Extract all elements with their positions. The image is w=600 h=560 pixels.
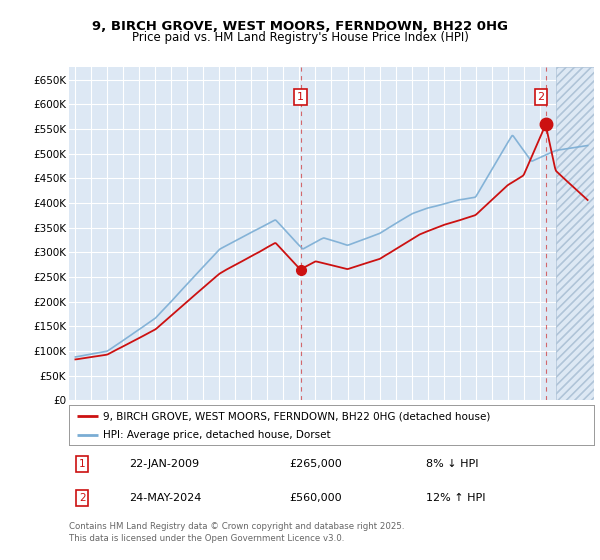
Text: Contains HM Land Registry data © Crown copyright and database right 2025.
This d: Contains HM Land Registry data © Crown c… — [69, 522, 404, 543]
Text: HPI: Average price, detached house, Dorset: HPI: Average price, detached house, Dors… — [103, 430, 331, 440]
Bar — [556, 67, 594, 400]
Text: 22-JAN-2009: 22-JAN-2009 — [130, 459, 199, 469]
Text: 2: 2 — [537, 92, 544, 102]
Text: 12% ↑ HPI: 12% ↑ HPI — [426, 493, 485, 503]
Text: £560,000: £560,000 — [290, 493, 342, 503]
Text: 1: 1 — [297, 92, 304, 102]
Text: 9, BIRCH GROVE, WEST MOORS, FERNDOWN, BH22 0HG: 9, BIRCH GROVE, WEST MOORS, FERNDOWN, BH… — [92, 20, 508, 32]
Text: 24-MAY-2024: 24-MAY-2024 — [130, 493, 202, 503]
Text: 9, BIRCH GROVE, WEST MOORS, FERNDOWN, BH22 0HG (detached house): 9, BIRCH GROVE, WEST MOORS, FERNDOWN, BH… — [103, 411, 491, 421]
Text: 8% ↓ HPI: 8% ↓ HPI — [426, 459, 479, 469]
Text: 2: 2 — [79, 493, 85, 503]
Text: £265,000: £265,000 — [290, 459, 342, 469]
Text: Price paid vs. HM Land Registry's House Price Index (HPI): Price paid vs. HM Land Registry's House … — [131, 31, 469, 44]
Text: 1: 1 — [79, 459, 85, 469]
